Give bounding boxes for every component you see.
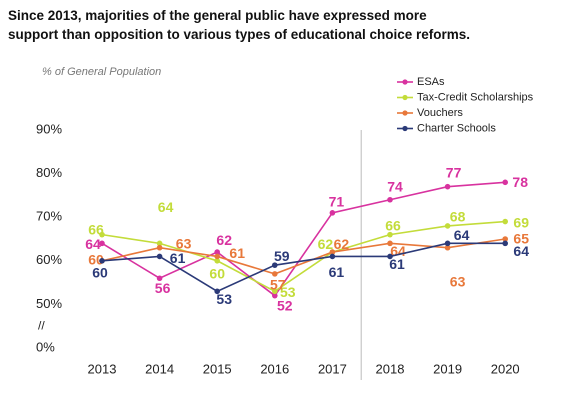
data-label: 64 [158, 199, 174, 215]
y-tick-label: 80% [36, 165, 62, 180]
data-label: 61 [329, 264, 345, 280]
data-label: 78 [512, 174, 528, 190]
point [444, 244, 451, 251]
data-label: 59 [274, 248, 290, 264]
x-tick-label: 2019 [433, 361, 462, 376]
data-label: 63 [450, 273, 466, 289]
point [329, 249, 336, 255]
data-label: 52 [277, 297, 293, 313]
point [329, 253, 336, 260]
x-tick-label: 2020 [491, 361, 520, 376]
line [101, 238, 506, 275]
data-label: 56 [155, 280, 171, 296]
point [214, 288, 220, 295]
point [444, 183, 451, 190]
line [101, 242, 506, 293]
point [502, 179, 509, 186]
data-label: 63 [176, 235, 192, 251]
data-label: 68 [450, 209, 466, 225]
x-tick-label: 2014 [145, 361, 174, 376]
point [214, 253, 220, 260]
point [156, 244, 163, 251]
point [99, 231, 105, 238]
data-label: 62 [334, 236, 350, 252]
point [272, 292, 278, 299]
y-tick-label: 90% [36, 121, 62, 136]
data-label: 66 [385, 217, 401, 233]
legend-marker [402, 94, 408, 101]
point [272, 262, 278, 268]
data-label: 71 [329, 194, 345, 210]
point [214, 249, 220, 255]
point [387, 196, 393, 203]
data-label: 60 [209, 266, 225, 282]
x-tick-label: 2015 [203, 361, 232, 376]
data-label: 53 [280, 284, 296, 300]
data-label: 60 [88, 252, 104, 268]
point [387, 240, 393, 247]
axis-break: // [38, 318, 45, 332]
point [272, 271, 278, 277]
x-tick-label: 2016 [260, 361, 289, 376]
data-label: 65 [513, 231, 529, 247]
line [101, 220, 506, 293]
data-label: 62 [318, 236, 334, 252]
chart-title: Since 2013, majorities of the general pu… [8, 8, 471, 42]
line [101, 181, 506, 297]
legend-marker [402, 125, 408, 132]
data-label: 53 [216, 291, 232, 307]
data-label: 62 [216, 232, 232, 248]
data-label: 61 [229, 245, 245, 261]
data-label: 64 [454, 227, 470, 243]
point [387, 253, 393, 260]
y-tick-label: 0% [36, 339, 55, 354]
point [156, 240, 163, 247]
point [502, 236, 509, 242]
data-label: 60 [92, 265, 108, 281]
point [99, 240, 105, 247]
data-label: 69 [513, 214, 529, 230]
data-label: 57 [270, 277, 286, 293]
point [156, 253, 163, 260]
y-tick-label: 50% [36, 296, 62, 311]
y-tick-label: 60% [36, 252, 62, 267]
legend-marker [402, 79, 408, 85]
data-label: 77 [446, 164, 462, 180]
legend-label: Vouchers [417, 107, 463, 119]
data-label: 61 [389, 256, 405, 272]
point [444, 223, 451, 229]
point [99, 258, 105, 264]
data-label: 74 [387, 178, 403, 194]
point [214, 258, 220, 264]
point [502, 240, 509, 247]
legend-label: Tax-Credit Scholarships [417, 91, 534, 103]
data-label: 64 [513, 243, 529, 259]
data-label: 61 [170, 250, 186, 266]
data-label: 66 [88, 221, 104, 237]
point [444, 240, 451, 247]
x-tick-label: 2018 [376, 361, 405, 376]
point [329, 210, 336, 216]
x-tick-label: 2017 [318, 361, 347, 376]
x-tick-label: 2013 [88, 361, 117, 376]
point [502, 218, 509, 225]
legend-label: ESAs [417, 76, 445, 88]
data-label: 64 [85, 236, 101, 252]
legend-label: Charter Schools [417, 122, 496, 134]
point [387, 231, 393, 238]
legend-marker [402, 110, 408, 116]
y-tick-label: 70% [36, 209, 62, 224]
y-axis-label: % of General Population [42, 66, 161, 78]
point [156, 275, 163, 282]
point [272, 288, 278, 295]
